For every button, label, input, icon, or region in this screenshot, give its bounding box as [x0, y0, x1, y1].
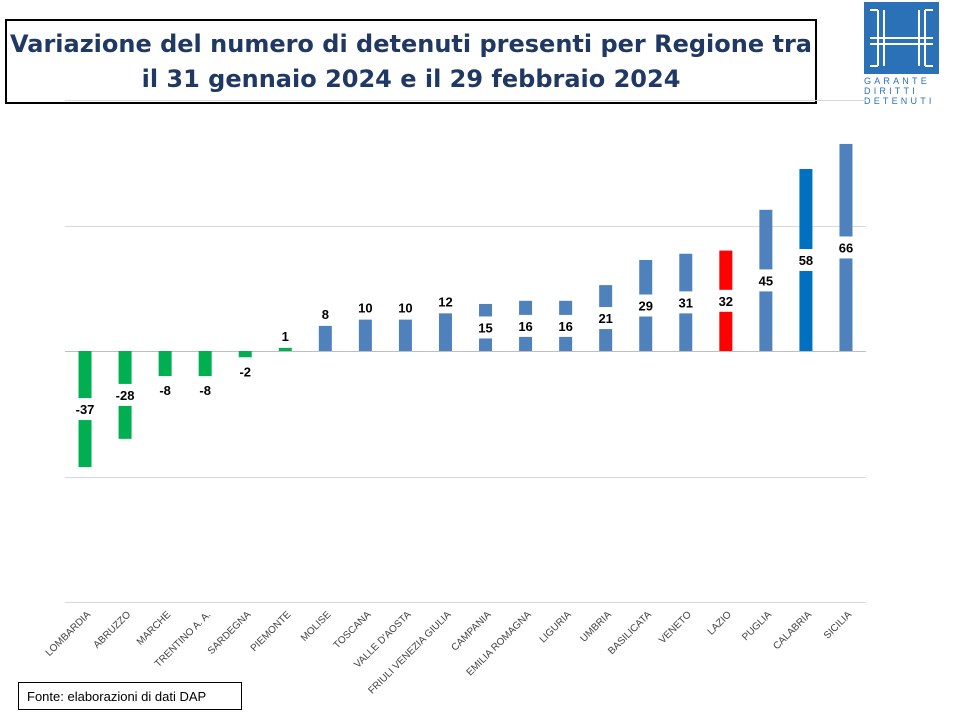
data-label-bg	[630, 294, 661, 317]
data-label: 32	[719, 294, 733, 309]
x-tick-label: SICILIA	[822, 609, 854, 641]
data-label-bg	[550, 314, 581, 337]
logo-text: GARANTE DIRITTI DETENUTI	[864, 76, 942, 106]
data-label: 16	[518, 319, 532, 334]
x-tick-label: LIGURIA	[538, 609, 574, 645]
x-tick-label: PIEMONTE	[249, 609, 294, 654]
data-label: -37	[76, 402, 95, 417]
data-label: 10	[358, 301, 372, 316]
data-label-bg	[670, 291, 701, 314]
data-label-bg	[830, 236, 861, 259]
chart-title-line-2: il 31 gennaio 2024 e il 29 febbraio 2024	[141, 64, 681, 93]
data-label: 29	[638, 299, 652, 314]
source-text: Fonte: elaborazioni di dati DAP	[27, 688, 207, 704]
x-tick-label: MARCHE	[135, 609, 174, 648]
bar	[438, 313, 452, 351]
x-tick-label: PUGLIA	[740, 609, 774, 643]
data-label: 15	[478, 320, 492, 335]
data-label: 31	[679, 295, 693, 310]
data-label-bg	[70, 398, 101, 421]
x-tick-label: BASILICATA	[606, 609, 654, 657]
data-label-bg	[790, 249, 821, 272]
data-label: 16	[558, 319, 572, 334]
data-label: -2	[239, 364, 251, 379]
x-tick-label: UMBRIA	[579, 609, 615, 645]
x-tick-label: VENETO	[657, 609, 694, 646]
data-label: 10	[398, 301, 412, 316]
data-label: 45	[759, 273, 773, 288]
x-tick-label: LAZIO	[706, 609, 734, 637]
x-tick-label: LOMBARDIA	[44, 609, 94, 659]
data-label-bg	[510, 314, 541, 337]
data-label: -8	[159, 383, 171, 398]
logo-text-line-1: GARANTE	[864, 76, 930, 86]
data-label: -28	[116, 388, 135, 403]
logo-text-line-2: DIRITTI	[864, 86, 918, 96]
bar	[198, 351, 212, 377]
data-label: 12	[438, 294, 452, 309]
data-label-bg	[110, 383, 141, 406]
data-label: 58	[799, 253, 813, 268]
garante-logo: GARANTE DIRITTI DETENUTI	[864, 2, 942, 110]
bar	[318, 325, 332, 351]
source-note: Fonte: elaborazioni di dati DAP	[18, 682, 242, 710]
bar	[358, 319, 372, 351]
bar	[158, 351, 172, 377]
logo-mark-icon	[864, 2, 939, 74]
data-label: 21	[598, 311, 612, 326]
chart-title-line-1: Variazione del numero di detenuti presen…	[9, 29, 812, 58]
x-tick-label: MOLISE	[299, 609, 334, 644]
bar	[278, 347, 292, 351]
chart-title-box: Variazione del numero di detenuti presen…	[5, 19, 817, 104]
data-label: 1	[282, 329, 289, 344]
x-tick-label: SARDEGNA	[206, 609, 254, 657]
x-tick-label: ABRUZZO	[92, 609, 134, 651]
data-label: 66	[839, 240, 853, 255]
logo-text-line-3: DETENUTI	[864, 96, 935, 106]
bar	[398, 319, 412, 351]
x-tick-label: TOSCANA	[332, 609, 374, 651]
bar	[238, 351, 252, 358]
data-label-bg	[470, 316, 501, 339]
x-tick-label: CALABRIA	[771, 609, 814, 652]
data-label: 8	[322, 307, 329, 322]
data-label-bg	[590, 307, 621, 330]
data-label-bg	[750, 269, 781, 292]
x-tick-label: FRIULI VENEZIA GIULIA	[366, 609, 453, 696]
data-label: -8	[199, 383, 211, 398]
data-label-bg	[710, 289, 741, 312]
